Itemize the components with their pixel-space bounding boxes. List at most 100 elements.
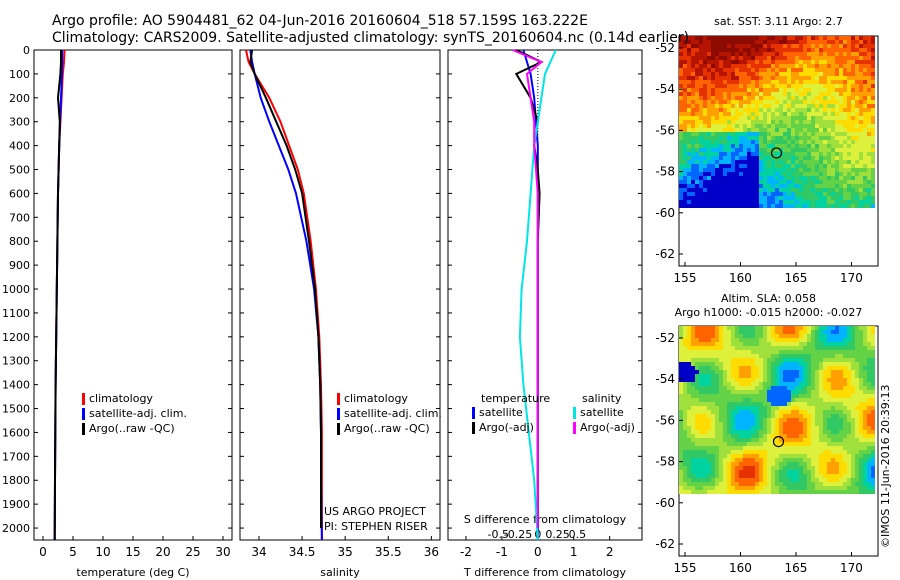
map-cell [863, 386, 867, 390]
map-cell [843, 338, 847, 342]
map-cell [707, 458, 711, 462]
map-cell [695, 76, 699, 80]
map-cell [711, 36, 715, 40]
map-cell [823, 406, 827, 410]
map-cell [707, 176, 711, 180]
map-cell [727, 136, 731, 140]
map-cell [871, 342, 875, 346]
map-cell [743, 196, 747, 200]
map-cell [823, 422, 827, 426]
map-cell [775, 374, 779, 378]
map-cell [827, 52, 831, 56]
map-cell [723, 426, 727, 430]
map-cell [691, 402, 695, 406]
map-cell [795, 36, 799, 40]
map-cell [855, 410, 859, 414]
map-cell [715, 36, 719, 40]
map-cell [691, 40, 695, 44]
map-cell [815, 362, 819, 366]
map-cell [787, 454, 791, 458]
map-cell [851, 40, 855, 44]
map-cell [707, 64, 711, 68]
map-cell [827, 334, 831, 338]
map-cell [831, 80, 835, 84]
map-cell [715, 44, 719, 48]
map-cell [795, 48, 799, 52]
map-cell [799, 156, 803, 160]
map-cell [843, 462, 847, 466]
map-cell [831, 136, 835, 140]
map-cell [783, 370, 787, 374]
map-cell [751, 378, 755, 382]
map-cell [791, 346, 795, 350]
map-cell [723, 330, 727, 334]
map-cell [719, 112, 723, 116]
map-cell [787, 382, 791, 386]
map-cell [715, 482, 719, 486]
map-cell [703, 64, 707, 68]
map-cell [791, 108, 795, 112]
map-cell [735, 112, 739, 116]
map-cell [795, 370, 799, 374]
map-cell [867, 382, 871, 386]
map-cell [771, 390, 775, 394]
map-cell [727, 72, 731, 76]
map-cell [775, 132, 779, 136]
map-cell [791, 482, 795, 486]
map-cell [723, 470, 727, 474]
map-cell [827, 378, 831, 382]
map-cell [767, 192, 771, 196]
map-cell [819, 418, 823, 422]
map-cell [691, 398, 695, 402]
map-cell [807, 108, 811, 112]
map-cell [731, 128, 735, 132]
map-cell [815, 358, 819, 362]
map-cell [835, 60, 839, 64]
map-cell [807, 470, 811, 474]
map-cell [847, 148, 851, 152]
map-cell [871, 156, 875, 160]
map-cell [763, 422, 767, 426]
map-cell [839, 124, 843, 128]
map-cell [819, 164, 823, 168]
map-cell [779, 172, 783, 176]
map-cell [703, 188, 707, 192]
map-cell [735, 64, 739, 68]
map-cell [747, 482, 751, 486]
map-cell [739, 354, 743, 358]
map-cell [695, 48, 699, 52]
map-cell [839, 430, 843, 434]
map-cell [699, 168, 703, 172]
map-cell [707, 410, 711, 414]
map-cell [779, 96, 783, 100]
map-cell [759, 164, 763, 168]
map-cell [747, 196, 751, 200]
map-cell [683, 72, 687, 76]
map-cell [847, 120, 851, 124]
map-cell [723, 434, 727, 438]
map-cell [767, 338, 771, 342]
map-cell [711, 334, 715, 338]
map-cell [695, 188, 699, 192]
map-cell [787, 56, 791, 60]
map-cell [779, 470, 783, 474]
map-cell [835, 152, 839, 156]
map-cell [747, 486, 751, 490]
map-cell [767, 358, 771, 362]
map-cell [719, 342, 723, 346]
map-cell [779, 44, 783, 48]
map-cell [783, 84, 787, 88]
map-cell [683, 176, 687, 180]
map-cell [683, 386, 687, 390]
map-cell [863, 124, 867, 128]
map-cell [811, 80, 815, 84]
map-cell [747, 438, 751, 442]
map-cell [759, 44, 763, 48]
map-cell [843, 406, 847, 410]
map-cell [819, 446, 823, 450]
map-cell [815, 184, 819, 188]
map-cell [787, 346, 791, 350]
depth-tick-label: 1500 [2, 403, 30, 416]
map-cell [795, 438, 799, 442]
map-cell [767, 474, 771, 478]
